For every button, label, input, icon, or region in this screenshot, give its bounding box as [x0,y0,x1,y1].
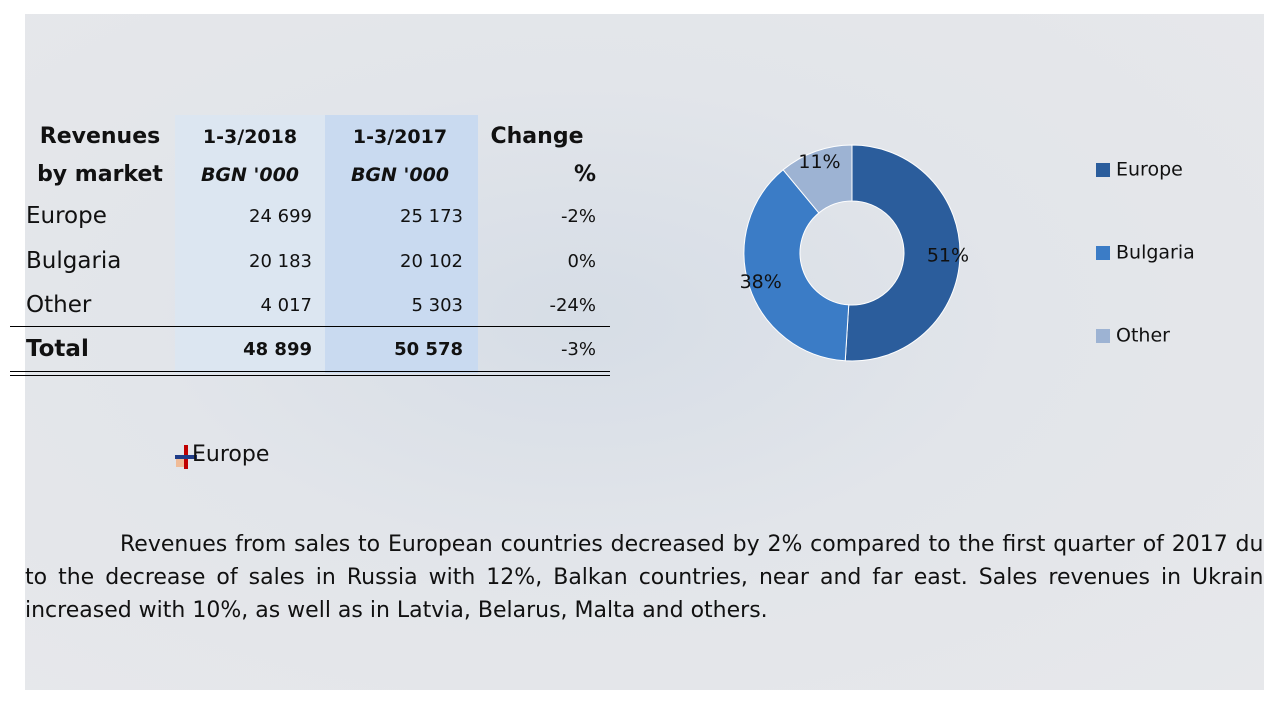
section-title: Europe [192,442,269,467]
data-label: 11% [798,151,840,173]
page: Revenues1-3/20181-3/2017Changeby marketB… [0,0,1264,706]
legend-label: Europe [1116,159,1183,181]
legend-swatch [1096,329,1110,343]
data-label: 38% [740,271,782,293]
data-label: 51% [927,245,969,267]
legend-label: Bulgaria [1116,242,1195,264]
legend-swatch [1096,163,1110,177]
legend-swatch [1096,246,1110,260]
paragraph: Revenues from sales to European countrie… [25,528,1264,627]
legend-label: Other [1116,325,1170,347]
